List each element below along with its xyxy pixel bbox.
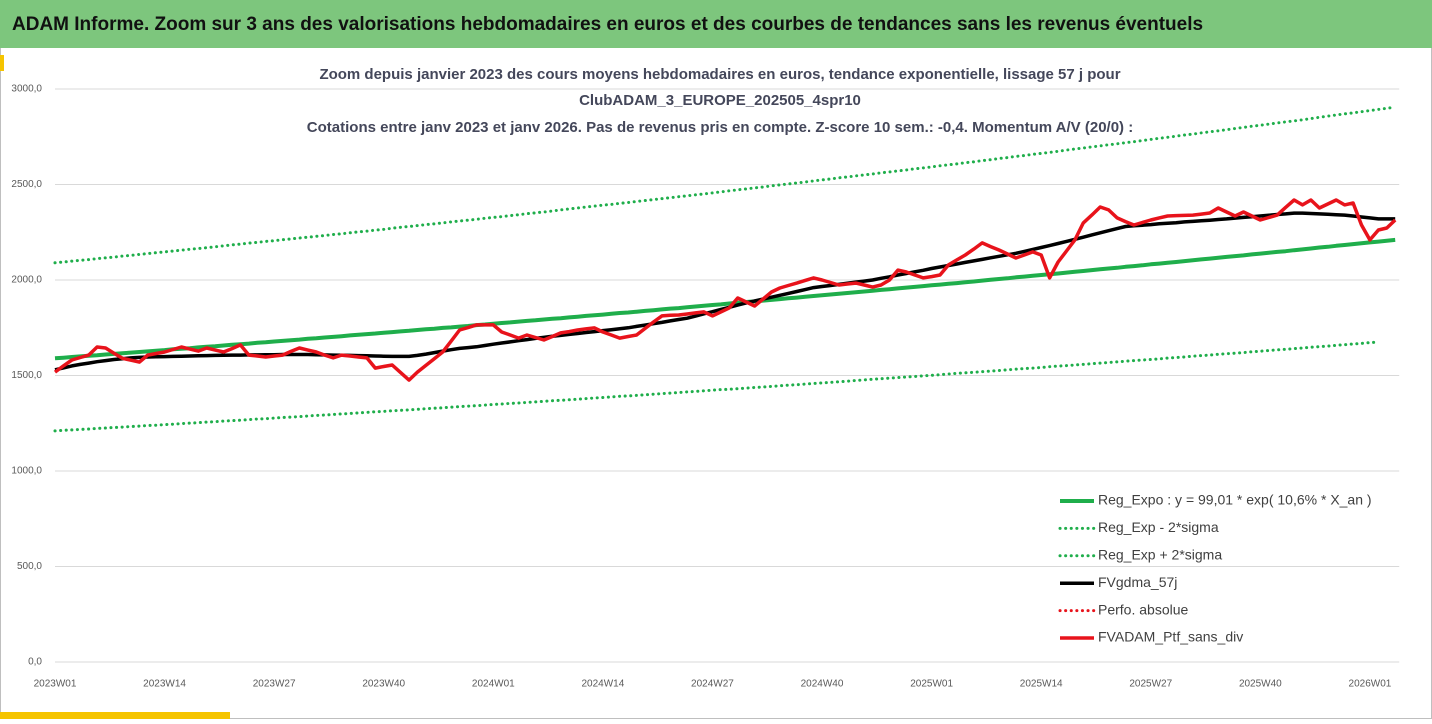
y-tick-label: 2500,0 [11, 179, 42, 190]
chart-title: Zoom depuis janvier 2023 des cours moyen… [319, 66, 1120, 83]
y-tick-label: 3000,0 [11, 84, 42, 95]
legend-label: Perfo. absolue [1098, 601, 1188, 617]
x-tick-label: 2025W14 [1020, 679, 1063, 690]
legend-label: Reg_Exp + 2*sigma [1098, 547, 1222, 563]
x-tick-label: 2023W14 [143, 679, 186, 690]
legend-label: Reg_Expo : y = 99,01 * exp( 10,6% * X_an… [1098, 492, 1372, 508]
series-line [53, 198, 1397, 382]
header-title: ADAM Informe. Zoom sur 3 ans des valoris… [12, 14, 1203, 35]
legend-label: FVADAM_Ptf_sans_div [1098, 629, 1243, 645]
x-tick-label: 2026W01 [1349, 679, 1392, 690]
header-bar [0, 0, 1432, 48]
y-tick-label: 1000,0 [11, 466, 42, 477]
chart-title: ClubADAM_3_EUROPE_202505_4spr10 [579, 92, 861, 109]
x-tick-label: 2024W01 [472, 679, 515, 690]
accent [0, 55, 4, 71]
accent [0, 712, 230, 719]
series-line [53, 105, 1397, 265]
legend-label: Reg_Exp - 2*sigma [1098, 519, 1219, 535]
y-tick-label: 0,0 [28, 657, 42, 668]
y-tick-label: 2000,0 [11, 275, 42, 286]
x-tick-label: 2025W40 [1239, 679, 1282, 690]
x-tick-label: 2023W27 [253, 679, 296, 690]
x-tick-label: 2024W27 [691, 679, 734, 690]
legend-label: FVgdma_57j [1098, 574, 1177, 590]
x-tick-label: 2025W01 [910, 679, 953, 690]
x-tick-label: 2023W40 [362, 679, 405, 690]
y-tick-label: 1500,0 [11, 370, 42, 381]
x-tick-label: 2024W40 [801, 679, 844, 690]
x-tick-label: 2025W27 [1129, 679, 1172, 690]
x-tick-label: 2023W01 [34, 679, 77, 690]
series-line [54, 237, 1396, 361]
x-tick-label: 2024W14 [581, 679, 624, 690]
chart-title: Cotations entre janv 2023 et janv 2026. … [307, 119, 1133, 136]
y-tick-label: 500,0 [17, 561, 42, 572]
